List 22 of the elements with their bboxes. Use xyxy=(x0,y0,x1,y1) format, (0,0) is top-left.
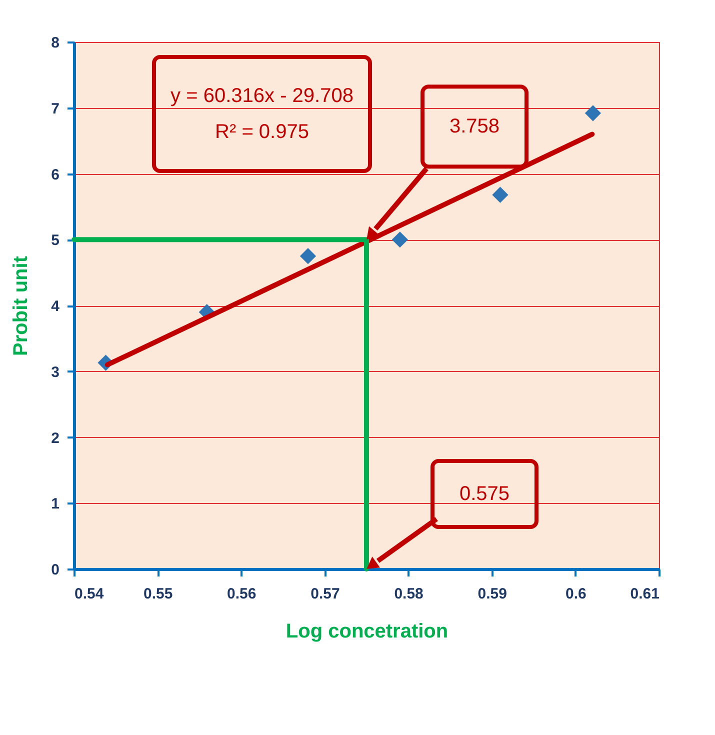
x-tick-label: 0.54 xyxy=(74,586,104,602)
y-tick-label: 1 xyxy=(51,496,60,513)
y-tick-label: 4 xyxy=(51,298,60,315)
annotation: 3.758 xyxy=(449,116,500,138)
y-tick-label: 2 xyxy=(51,430,60,447)
x-tick-label: 0.57 xyxy=(310,586,340,602)
annotation: 0.575 xyxy=(459,483,510,505)
y-tick-label: 0 xyxy=(51,562,60,578)
y-tick-label: 8 xyxy=(51,34,60,52)
x-tick-label: 0.56 xyxy=(227,586,256,602)
x-tick-label: 0.6 xyxy=(566,586,586,602)
y-tick-label: 6 xyxy=(51,166,60,184)
x-axis-title: Log concetration xyxy=(286,620,448,642)
x-tick-label: 0.61 xyxy=(630,586,660,602)
y-tick-label: 3 xyxy=(51,364,60,381)
annotation: y = 60.316x - 29.708 R² = 0.975 xyxy=(170,85,354,143)
y-tick-label: 7 xyxy=(51,100,60,118)
y-tick-label: 5 xyxy=(51,232,60,250)
y-axis-title: Probit unit xyxy=(10,256,32,356)
x-tick-label: 0.58 xyxy=(394,586,424,602)
x-tick-label: 0.59 xyxy=(478,586,507,602)
x-tick-label: 0.55 xyxy=(143,586,173,602)
